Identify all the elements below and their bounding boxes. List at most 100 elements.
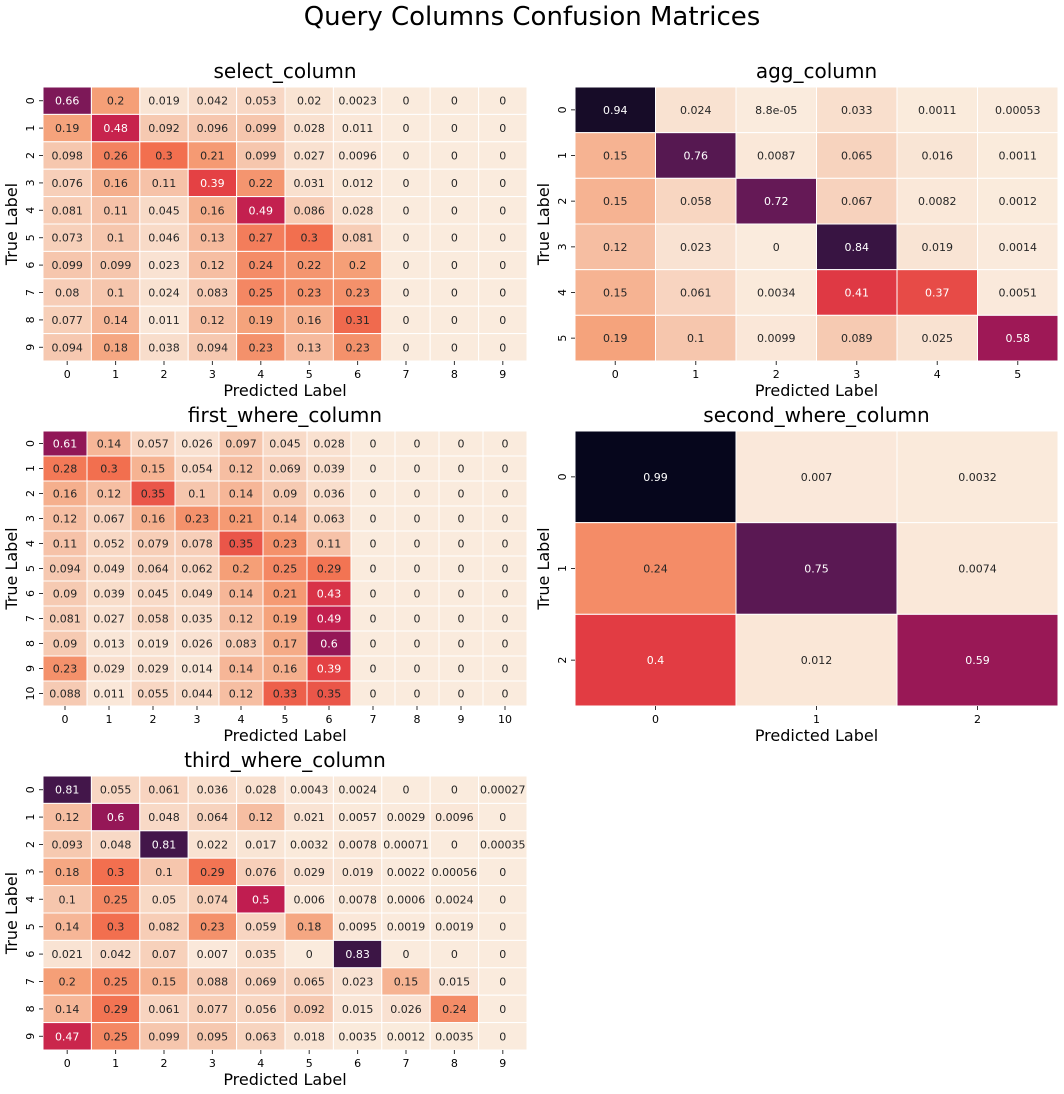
x-tick-label: 0	[64, 1057, 71, 1070]
cell-value-label: 0	[403, 150, 410, 163]
x-tick-label: 8	[451, 368, 458, 381]
heatmap-cell	[574, 177, 656, 225]
cell-value-label: 0.14	[229, 663, 254, 676]
heatmap-cell	[90, 333, 141, 362]
heatmap-cell	[977, 314, 1059, 362]
x-tick-label: 4	[934, 368, 941, 381]
heatmap-cell	[350, 580, 396, 607]
cell-value-label: 8.8e-05	[755, 104, 797, 117]
cell-value-label: 0.062	[181, 563, 213, 576]
cell-value-label: 0.09	[273, 488, 298, 501]
cell-value-label: 0.063	[313, 513, 345, 526]
cell-value-label: 0.41	[845, 287, 870, 300]
cell-value-label: 0.081	[342, 232, 374, 245]
cell-value-label: 0	[403, 204, 410, 217]
cell-value-label: 0.0024	[338, 784, 377, 797]
y-tick-label: 9	[24, 344, 37, 351]
cell-value-label: 0	[370, 663, 377, 676]
cell-value-label: 0.12	[53, 513, 78, 526]
heatmap-cell	[139, 333, 189, 362]
cell-value-label: 0.35	[317, 688, 342, 701]
x-tick-label: 1	[106, 713, 113, 726]
x-tick-label: 6	[354, 368, 361, 381]
heatmap-cell	[735, 314, 817, 362]
heatmap-cell	[306, 655, 352, 682]
heatmap-cell	[139, 278, 189, 307]
cell-value-label: 0.035	[181, 613, 213, 626]
cell-value-label: 0	[499, 95, 506, 108]
chart-title: select_column	[213, 59, 356, 83]
y-axis-label: True Label	[2, 527, 21, 610]
cell-value-label: 0.14	[97, 438, 122, 451]
heatmap-cell	[478, 939, 528, 969]
x-tick-label: 3	[194, 713, 201, 726]
cell-value-label: 0.00056	[432, 866, 478, 879]
cell-value-label: 0.5	[252, 893, 270, 906]
y-tick-label: 1	[556, 565, 569, 572]
cell-value-label: 0.039	[313, 463, 345, 476]
cell-value-label: 0.026	[390, 1003, 422, 1016]
cell-value-label: 0	[499, 314, 506, 327]
y-tick-label: 8	[24, 640, 37, 647]
cell-value-label: 0	[403, 232, 410, 245]
y-tick-label: 6	[24, 590, 37, 597]
heatmap-cell	[482, 555, 528, 582]
y-tick-label: 9	[24, 1033, 37, 1040]
cell-value-label: 0.19	[603, 332, 628, 345]
x-tick-label: 3	[209, 1057, 216, 1070]
cell-value-label: 0.21	[229, 513, 254, 526]
heatmap-cell	[977, 223, 1059, 271]
cell-value-label: 0.23	[200, 921, 225, 934]
heatmap-cell	[218, 605, 264, 632]
heatmap-cell	[284, 1022, 334, 1051]
heatmap-cell	[42, 223, 92, 252]
y-tick-label: 2	[556, 198, 569, 205]
cell-value-label: 0.19	[249, 314, 274, 327]
cell-value-label: 0	[451, 259, 458, 272]
heatmap-cell	[86, 480, 132, 507]
heatmap-cell	[306, 505, 352, 532]
cell-value-label: 0	[499, 1030, 506, 1043]
cell-value-label: 0.23	[345, 341, 370, 354]
cell-value-label: 0.015	[439, 976, 471, 989]
cell-value-label: 0.25	[273, 563, 298, 576]
cell-value-label: 0	[451, 314, 458, 327]
cell-value-label: 0.08	[55, 287, 80, 300]
cell-value-label: 0.24	[643, 563, 668, 576]
cell-value-label: 0.12	[200, 259, 225, 272]
cell-value-label: 0.083	[225, 638, 257, 651]
cell-value-label: 0.028	[293, 122, 325, 135]
y-axis-label: True Label	[2, 183, 21, 266]
y-tick-label: 2	[24, 841, 37, 848]
cell-value-label: 0.058	[680, 195, 712, 208]
cell-value-label: 0.029	[293, 866, 325, 879]
cell-value-label: 0	[414, 563, 421, 576]
cell-value-label: 0.054	[181, 463, 213, 476]
x-tick-label: 2	[161, 1057, 168, 1070]
cell-value-label: 0.23	[249, 341, 274, 354]
heatmap-cell	[139, 141, 189, 170]
heatmap-cell	[478, 113, 528, 143]
x-tick-label: 0	[612, 368, 619, 381]
heatmap-cell	[381, 802, 431, 832]
heatmap-cell	[478, 305, 528, 335]
y-tick-label: 5	[24, 234, 37, 241]
heatmap-cell	[381, 86, 431, 115]
cell-value-label: 0.22	[249, 177, 274, 190]
cell-value-label: 0.073	[51, 232, 83, 245]
heatmap-cell	[90, 113, 141, 143]
cell-value-label: 0	[414, 488, 421, 501]
cell-value-label: 0.07	[152, 948, 177, 961]
cell-value-label: 0	[499, 921, 506, 934]
cell-value-label: 0.0019	[387, 921, 426, 934]
heatmap-cell	[306, 580, 352, 607]
heatmap-cell	[478, 912, 528, 941]
cell-value-label: 0.045	[269, 438, 301, 451]
y-tick-label: 5	[556, 335, 569, 342]
heatmap-cell	[42, 967, 92, 996]
cell-value-label: 0.23	[273, 538, 298, 551]
heatmap-cell	[262, 430, 308, 457]
cell-value-label: 0.16	[273, 663, 298, 676]
cell-value-label: 0.045	[148, 204, 180, 217]
cell-value-label: 0.099	[148, 1030, 180, 1043]
